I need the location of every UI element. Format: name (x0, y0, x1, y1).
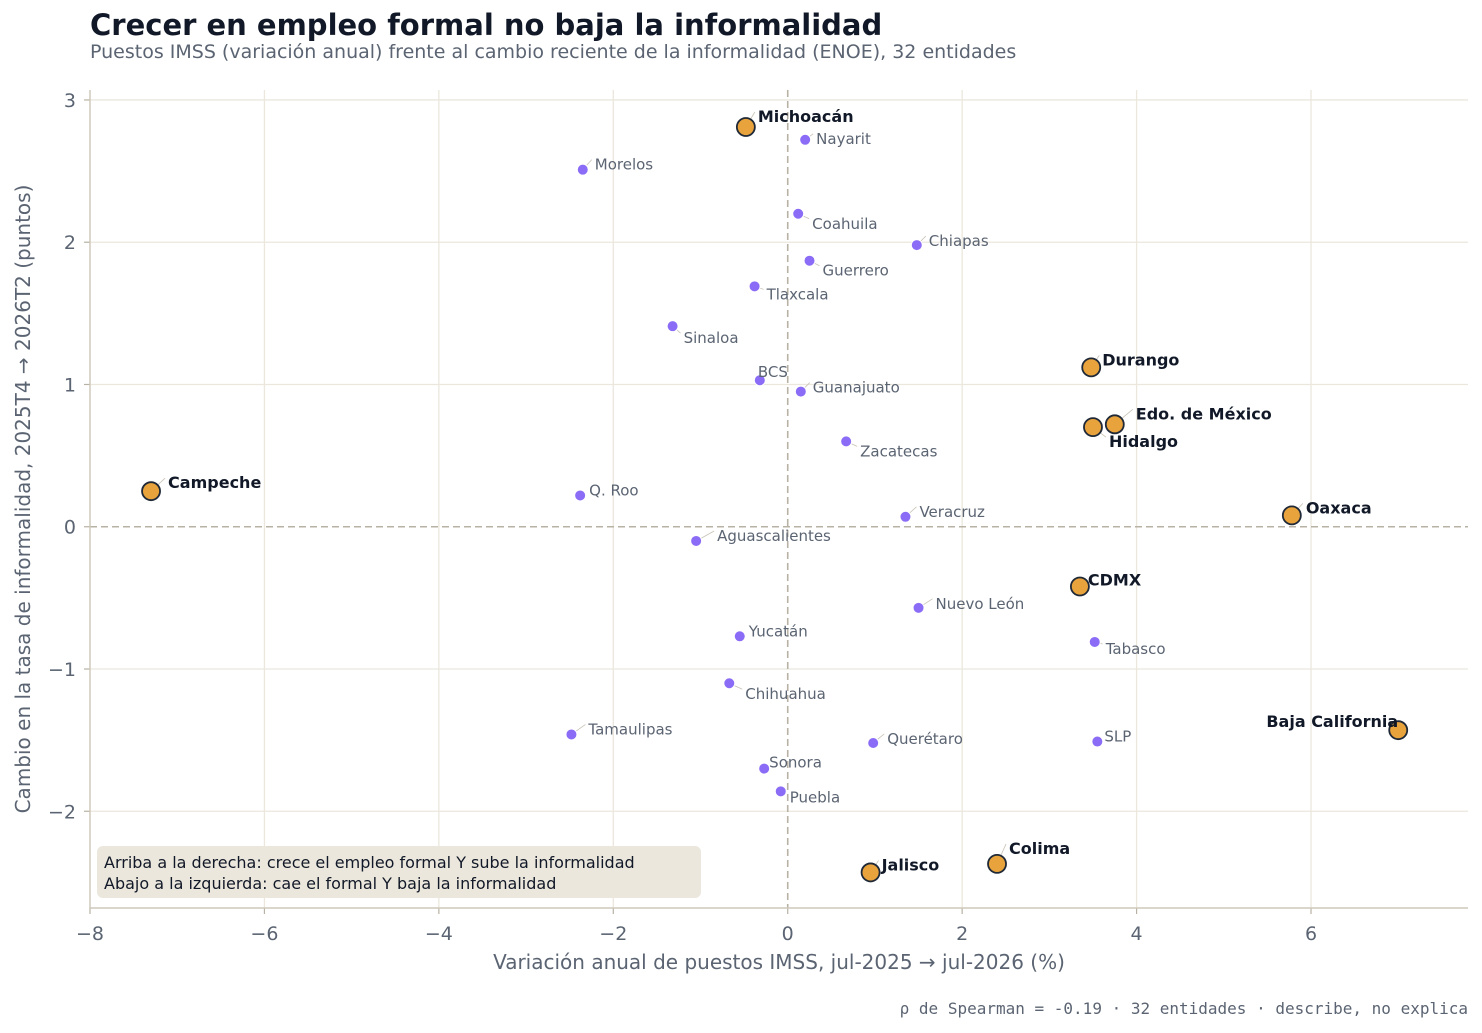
point-guanajuato (794, 385, 807, 398)
point-tamaulipas (565, 728, 578, 741)
label-guanajuato: Guanajuato (813, 379, 900, 397)
label-veracruz: Veracruz (919, 503, 985, 521)
point-labels: Michoacán Nayarit Morelos Coahuila Chiapas Gu… (168, 107, 1398, 874)
label-durango: Durango (1102, 350, 1179, 369)
point-hidalgo (1083, 417, 1103, 438)
quadrant-note-line-1: Arriba a la derecha: crece el empleo for… (104, 853, 635, 872)
label-coahuila: Coahuila (812, 215, 877, 233)
x-tick-label: −8 (76, 923, 104, 945)
label-guerrero: Guerrero (823, 262, 889, 280)
y-axis-label: Cambio en la tasa de informalidad, 2025T… (11, 185, 35, 814)
point-chihuahua (723, 677, 736, 690)
x-tick-label: 2 (956, 923, 968, 945)
label-aguascalientes: Aguascalientes (717, 527, 831, 545)
label-puebla: Puebla (790, 788, 840, 806)
point-yucatan (733, 630, 746, 643)
y-tick-label: 2 (64, 232, 76, 254)
label-bcs: BCS (758, 363, 788, 381)
x-tick-label: −2 (599, 923, 627, 945)
label-michoacan: Michoacán (758, 107, 854, 126)
point-durango (1081, 357, 1102, 378)
footer-note: ρ de Spearman = -0.19 · 32 entidades · d… (899, 999, 1468, 1018)
quadrant-note: Arriba a la derecha: crece el empleo for… (97, 846, 701, 898)
point-bcs (753, 374, 766, 387)
point-tabasco (1088, 635, 1101, 648)
label-jalisco: Jalisco (881, 855, 940, 874)
label-slp: SLP (1104, 728, 1131, 746)
point-cdmx (1069, 576, 1090, 597)
label-baja-california: Baja California (1266, 712, 1398, 731)
point-veracruz (899, 510, 912, 523)
label-colima: Colima (1009, 839, 1070, 858)
x-tick-label: 4 (1131, 923, 1143, 945)
x-tick-label: 6 (1305, 923, 1317, 945)
label-tabasco: Tabasco (1105, 640, 1166, 658)
y-tick-label: 3 (64, 90, 76, 112)
x-tick-labels: −8 −6 −4 −2 0 2 4 6 (76, 923, 1317, 945)
point-coahuila (792, 207, 805, 220)
point-tlaxcala (748, 280, 761, 293)
y-tick-label: −1 (48, 659, 76, 681)
point-nuevo-leon (912, 601, 925, 614)
x-tick-label: 0 (782, 923, 794, 945)
x-axis-label: Variación anual de puestos IMSS, jul-202… (493, 950, 1065, 974)
label-queretaro: Querétaro (887, 730, 963, 748)
point-guerrero (803, 254, 816, 267)
point-campeche (141, 481, 161, 502)
point-sinaloa (666, 320, 679, 333)
grid-lines (89, 90, 1468, 908)
point-zacatecas (840, 435, 853, 448)
data-points (141, 117, 1409, 883)
chart-title: Crecer en empleo formal no baja la infor… (90, 8, 883, 42)
label-sonora: Sonora (769, 754, 822, 772)
label-campeche: Campeche (168, 473, 261, 492)
label-nuevo-leon: Nuevo León (936, 595, 1025, 613)
label-hidalgo: Hidalgo (1109, 432, 1178, 451)
label-nayarit: Nayarit (816, 130, 871, 148)
point-puebla (774, 785, 787, 798)
point-queretaro (867, 736, 880, 749)
chart-subtitle: Puestos IMSS (variación anual) frente al… (90, 41, 1017, 63)
point-sonora (758, 762, 771, 775)
point-colima (987, 853, 1007, 874)
label-tlaxcala: Tlaxcala (766, 285, 829, 303)
x-tick-label: −6 (250, 923, 278, 945)
label-sinaloa: Sinaloa (684, 329, 739, 347)
quadrant-note-line-2: Abajo a la izquierda: cae el formal Y ba… (104, 874, 557, 893)
label-q-roo: Q. Roo (589, 481, 638, 499)
y-tick-labels: −2 −1 0 1 2 3 (48, 90, 76, 823)
label-yucatan: Yucatán (748, 622, 808, 640)
point-jalisco (860, 862, 881, 883)
label-tamaulipas: Tamaulipas (587, 720, 672, 738)
label-oaxaca: Oaxaca (1306, 498, 1372, 517)
label-edo-de-mexico: Edo. de México (1136, 404, 1272, 423)
label-cdmx: CDMX (1088, 570, 1142, 589)
zero-reference-lines (90, 90, 1468, 908)
point-edo-de-mexico (1104, 414, 1125, 435)
point-nayarit (799, 133, 812, 146)
point-slp (1091, 735, 1104, 748)
x-tick-label: −4 (425, 923, 453, 945)
point-oaxaca (1281, 505, 1302, 526)
point-q-roo (574, 489, 587, 502)
y-tick-label: 1 (64, 374, 76, 396)
label-morelos: Morelos (595, 156, 654, 174)
y-tick-label: −2 (48, 801, 76, 823)
point-michoacan (735, 117, 756, 137)
label-chiapas: Chiapas (929, 232, 989, 250)
point-aguascalientes (690, 534, 703, 547)
label-leader-lines (150, 111, 1304, 873)
axes (84, 90, 1468, 914)
y-tick-label: 0 (64, 517, 76, 539)
point-morelos (576, 163, 589, 176)
label-zacatecas: Zacatecas (860, 442, 937, 460)
point-chiapas (910, 239, 923, 252)
point-baja-california (1388, 720, 1409, 741)
label-chihuahua: Chihuahua (745, 685, 826, 703)
